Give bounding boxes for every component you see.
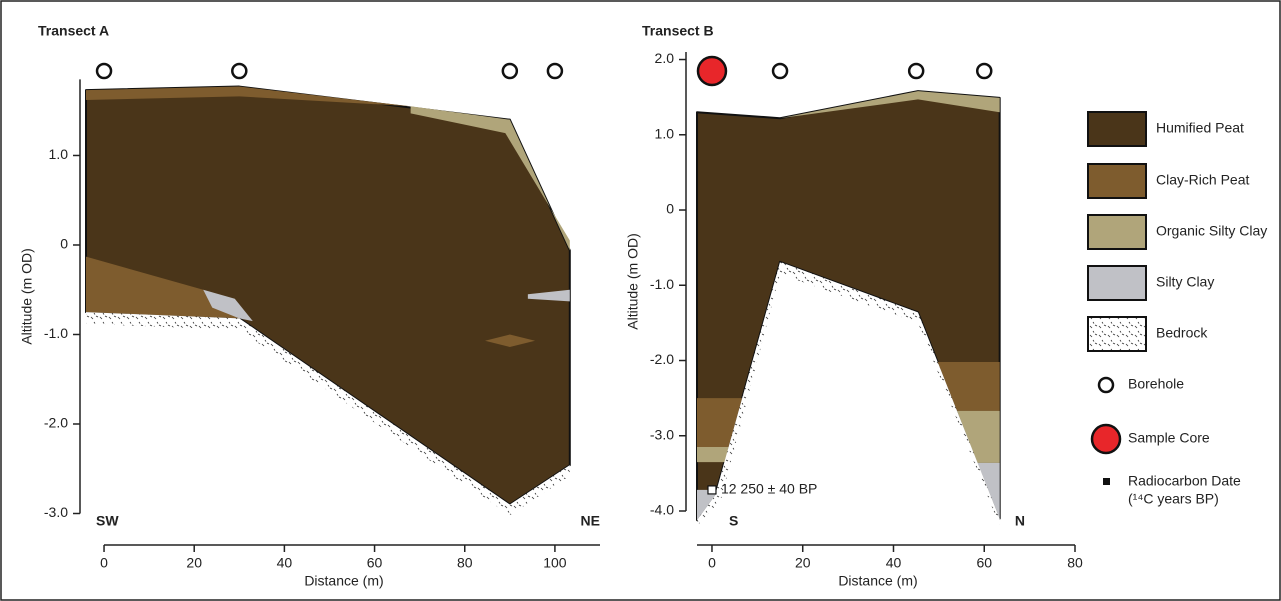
y-tick-label: 1.0 (49, 146, 69, 162)
borehole (548, 64, 562, 78)
x-tick-label: 80 (1067, 555, 1083, 571)
y-tick-label: 1.0 (655, 125, 675, 141)
x-tick-label: 0 (708, 555, 716, 571)
legend-swatch (1088, 317, 1146, 351)
figure: Transect A 1.0 0 -1.0 -2.0 -3.0 Altitude (m OD… (0, 0, 1281, 601)
panel-title: Transect A (38, 23, 109, 39)
y-axis-label: Altitude (m OD) (19, 248, 35, 344)
legend-label: Humified Peat (1156, 120, 1244, 136)
x-tick-label: 20 (795, 555, 811, 571)
legend-label: Bedrock (1156, 325, 1208, 341)
legend-label: Organic Silty Clay (1156, 223, 1267, 239)
x-tick-label: 40 (886, 555, 902, 571)
x-tick-label: 80 (457, 555, 473, 571)
date-label: 12 250 ± 40 BP (721, 481, 817, 497)
legend-swatch (1103, 478, 1110, 485)
layer (697, 447, 729, 462)
borehole (773, 64, 787, 78)
legend-swatch (1088, 266, 1146, 300)
corner-label: S (729, 513, 738, 529)
x-axis-label: Distance (m) (838, 573, 917, 589)
legend-label: Clay-Rich Peat (1156, 172, 1249, 188)
legend-swatch (1092, 425, 1120, 453)
x-tick-label: 40 (277, 555, 293, 571)
y-tick-label: 2.0 (655, 50, 675, 66)
y-tick-label: -2.0 (650, 351, 674, 367)
y-axis-label: Altitude (m OD) (625, 233, 641, 329)
layer (697, 91, 1000, 520)
borehole (977, 64, 991, 78)
y-tick-label: -2.0 (44, 415, 68, 431)
x-tick-label: 60 (367, 555, 383, 571)
borehole (97, 64, 111, 78)
legend-label: Silty Clay (1156, 274, 1214, 290)
legend-swatch (1088, 112, 1146, 146)
x-tick-label: 100 (543, 555, 567, 571)
legend-note: (¹⁴C years BP) (1128, 491, 1219, 507)
corner-label: NE (581, 513, 600, 529)
y-tick-label: -1.0 (650, 276, 674, 292)
page: {"chart_data":[ {"type":"section","title… (0, 0, 1281, 601)
x-tick-label: 20 (186, 555, 202, 571)
x-axis-label: Distance (m) (304, 573, 383, 589)
legend-label: Borehole (1128, 376, 1184, 392)
y-tick-label: -4.0 (650, 502, 674, 518)
y-tick-label: -3.0 (44, 504, 68, 520)
corner-label: N (1015, 513, 1025, 529)
legend-swatch (1088, 164, 1146, 198)
panel-title: Transect B (642, 23, 714, 39)
legend-swatch (1088, 215, 1146, 249)
y-tick-label: 0 (666, 201, 674, 217)
legend-swatch (1099, 378, 1113, 392)
corner-label: SW (96, 513, 119, 529)
y-tick-label: 0 (60, 236, 68, 252)
sample-core (698, 57, 726, 85)
borehole (503, 64, 517, 78)
x-tick-label: 0 (100, 555, 108, 571)
radiocarbon-date (708, 486, 716, 494)
layer (957, 411, 1000, 463)
legend-label: Radiocarbon Date (1128, 473, 1241, 489)
legend-label: Sample Core (1128, 430, 1210, 446)
borehole (232, 64, 246, 78)
y-tick-label: -3.0 (650, 426, 674, 442)
borehole (909, 64, 923, 78)
y-tick-label: -1.0 (44, 325, 68, 341)
x-tick-label: 60 (976, 555, 992, 571)
